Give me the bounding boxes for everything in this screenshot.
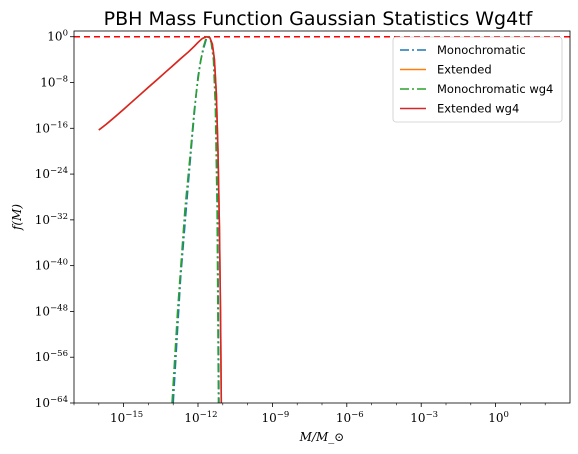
x-axis-label: M/M_⊙: [299, 430, 345, 444]
x-tick-label-0: 10−15: [110, 410, 143, 425]
x-tick-label-4: 10−3: [410, 410, 438, 425]
legend-label-3: Extended wg4: [437, 102, 519, 116]
legend: Monochromatic Extended Monochromatic wg4 Ex…: [392, 36, 563, 123]
y-axis-ticks: 100 10−8 10−16 10−24 10−32 10−40 10−48 10−56 10−…: [35, 29, 74, 410]
y-tick-label-4: 10−32: [35, 212, 68, 227]
chart-title: PBH Mass Function Gaussian Statistics Wg…: [104, 8, 534, 30]
legend-label-2: Monochromatic wg4: [437, 82, 553, 96]
legend-label-0: Monochromatic: [437, 43, 526, 57]
legend-label-1: Extended: [437, 63, 492, 77]
y-tick-label-3: 10−24: [35, 166, 68, 181]
y-tick-label-6: 10−48: [35, 303, 68, 318]
series-line-2: [171, 35, 220, 403]
y-tick-label-1: 10−8: [40, 75, 68, 90]
y-tick-label-5: 10−40: [35, 258, 68, 273]
series-layer: [98, 35, 223, 403]
y-tick-label-0: 100: [47, 29, 68, 44]
series-line-3: [98, 35, 223, 403]
y-tick-label-2: 10−16: [35, 120, 68, 135]
x-tick-label-2: 10−9: [261, 410, 289, 425]
x-tick-label-5: 100: [488, 410, 509, 425]
y-tick-label-7: 10−56: [35, 349, 68, 364]
legend-frame: [392, 36, 563, 123]
y-tick-label-8: 10−64: [35, 395, 68, 410]
x-axis-ticks: 10−15 10−12 10−9 10−6 10−3 100: [73, 403, 546, 425]
series-line-1: [98, 35, 223, 403]
x-tick-label-3: 10−6: [336, 410, 364, 425]
y-axis-label: f(M): [10, 204, 24, 231]
x-tick-label-1: 10−12: [184, 410, 217, 425]
